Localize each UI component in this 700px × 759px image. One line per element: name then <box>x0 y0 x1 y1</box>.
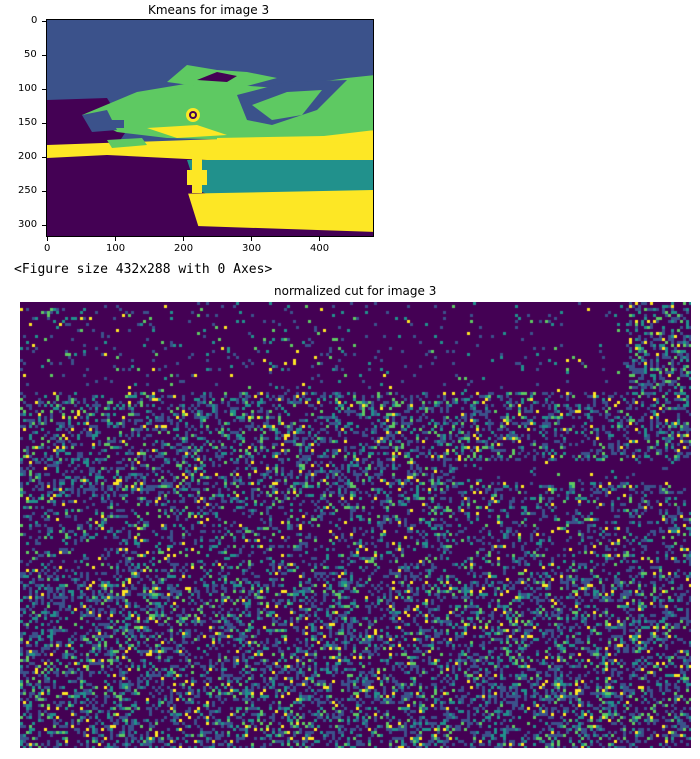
ytick-300: 300 <box>18 219 38 230</box>
ncut-title: normalized cut for image 3 <box>274 284 437 298</box>
figure-output-text: <Figure size 432x288 with 0 Axes> <box>14 262 273 277</box>
kmeans-image-plot <box>46 19 374 237</box>
ytick-0: 0 <box>31 15 38 26</box>
ytick-250: 250 <box>18 185 38 196</box>
roundel-core <box>191 113 195 117</box>
reflection-b <box>107 138 147 148</box>
kmeans-title: Kmeans for image 3 <box>148 3 270 17</box>
ytick-100: 100 <box>18 83 38 94</box>
ytick-150: 150 <box>18 117 38 128</box>
wing-inner <box>252 90 322 120</box>
ncut-image-plot <box>20 302 691 748</box>
xtick-0: 0 <box>44 243 51 254</box>
floor-band <box>187 160 373 198</box>
aircraft-numbers <box>102 120 124 128</box>
reflection-a <box>147 125 227 138</box>
dark-wedge <box>47 190 202 236</box>
xtick-400: 400 <box>310 243 330 254</box>
ncut-canvas <box>20 302 691 748</box>
landing-gear-wheel <box>187 170 207 185</box>
ytick-50: 50 <box>24 49 37 60</box>
xtick-200: 200 <box>174 243 194 254</box>
xtick-300: 300 <box>242 243 262 254</box>
trim-stripe <box>217 135 373 144</box>
cockpit-frame <box>197 72 237 82</box>
ytick-200: 200 <box>18 151 38 162</box>
xtick-100: 100 <box>106 243 126 254</box>
